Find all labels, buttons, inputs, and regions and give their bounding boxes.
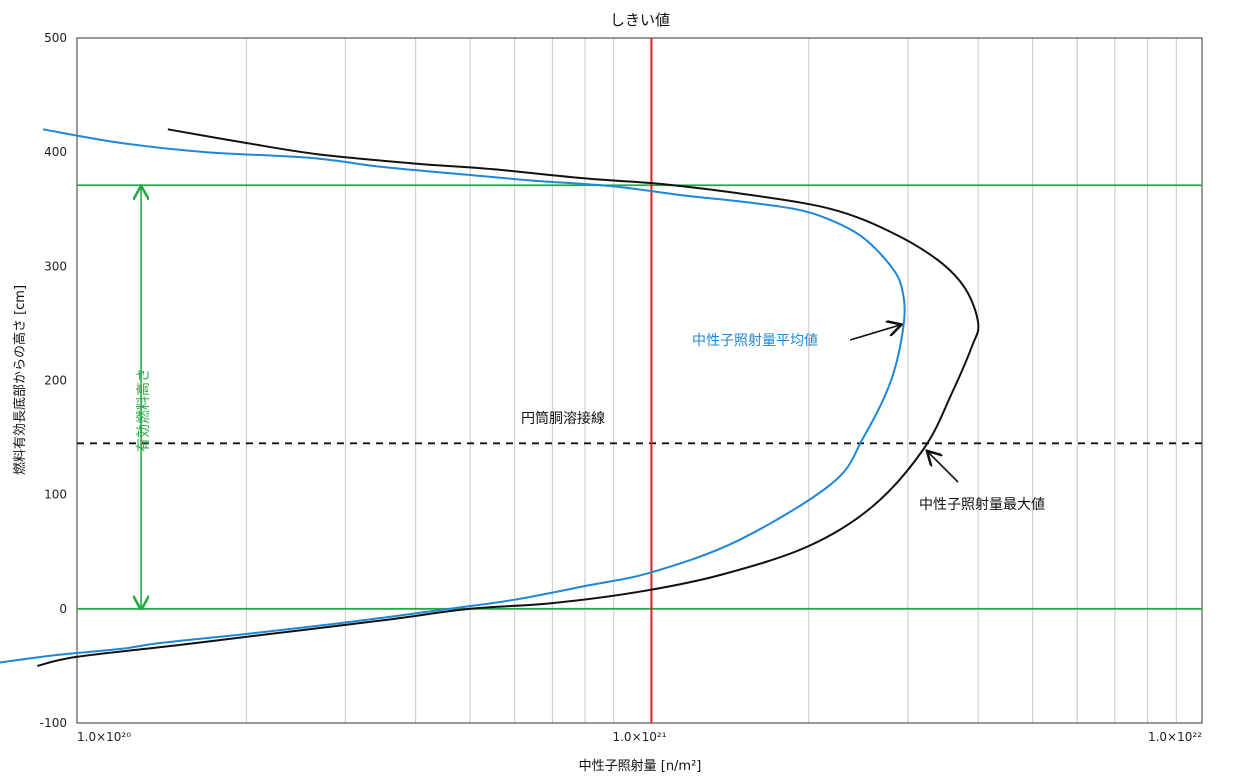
effective-height-label: 有効燃料高さ	[135, 368, 152, 452]
x-tick-label: 1.0×10²⁰	[77, 730, 131, 744]
plot-frame	[76, 37, 1203, 724]
x-tick-label: 1.0×10²²	[1148, 730, 1202, 744]
x-axis-label: 中性子照射量 [n/m²]	[579, 758, 702, 774]
max-series-label: 中性子照射量最大値	[919, 497, 1045, 513]
series-line-average	[0, 128, 906, 664]
y-tick-label: 100	[44, 488, 67, 502]
y-tick-label: 200	[44, 374, 67, 388]
weld-line-label: 円筒胴溶接線	[521, 410, 605, 427]
y-tick-label: 0	[59, 602, 67, 616]
reference-lines	[77, 38, 1202, 723]
y-tick-label: -100	[40, 716, 67, 730]
axis-ticks: -100 0 100 200 300 400 500 1.0×10²⁰ 1.0×10²¹ 1.0×…	[40, 31, 1202, 744]
y-axis-label: 燃料有効長底部からの高さ [cm]	[12, 285, 28, 475]
max-series-arrow	[928, 452, 959, 483]
average-series-label: 中性子照射量平均値	[692, 333, 818, 349]
y-tick-label: 400	[44, 145, 67, 159]
x-tick-label: 1.0×10²¹	[612, 730, 666, 744]
average-series-arrow	[849, 325, 900, 341]
y-tick-label: 300	[44, 259, 67, 273]
series	[0, 128, 980, 667]
series-line-maximum	[37, 128, 980, 667]
y-tick-label: 500	[44, 31, 67, 45]
threshold-label: しきい値	[610, 11, 670, 29]
